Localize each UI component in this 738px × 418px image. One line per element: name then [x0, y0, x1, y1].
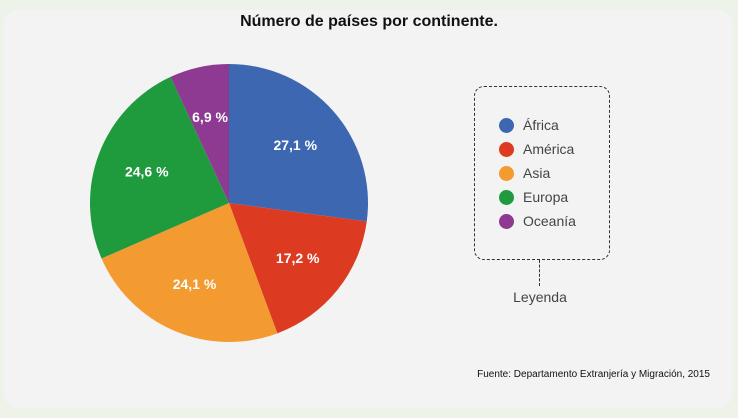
legend-label: África [523, 117, 559, 133]
legend-label: Asia [523, 165, 551, 181]
pie-slice-oceanía [170, 64, 229, 203]
legend-swatch [499, 213, 514, 229]
legend-label: Oceanía [523, 213, 576, 229]
legend-item-europa: Europa [499, 185, 576, 209]
legend-label: Europa [523, 189, 569, 205]
pie-slice-europa [90, 76, 230, 259]
legend-swatch [499, 189, 514, 205]
legend-connector [539, 260, 540, 286]
data-label-áfrica: 27,1 % [273, 137, 317, 153]
legend-label: América [523, 141, 575, 157]
legend-list: África América Asia Europa Oceanía [499, 113, 576, 233]
legend-item-áfrica: África [499, 113, 576, 137]
legend-swatch [499, 117, 514, 133]
legend-item-oceanía: Oceanía [499, 209, 576, 233]
data-label-europa: 24,6 % [125, 164, 169, 180]
chart-title: Número de países por continente. [240, 13, 498, 30]
source-note: Fuente: Departamento Extranjería y Migra… [477, 369, 710, 380]
legend-item-américa: América [499, 137, 576, 161]
legend: África América Asia Europa Oceanía [474, 86, 610, 260]
legend-swatch [499, 165, 514, 181]
legend-caption: Leyenda [513, 289, 567, 305]
legend-item-asia: Asia [499, 161, 576, 185]
data-label-américa: 17,2 % [276, 250, 320, 266]
legend-swatch [499, 141, 514, 157]
pie-slice-asia [101, 203, 278, 342]
data-label-asia: 24,1 % [173, 276, 217, 292]
pie-slice-áfrica [229, 64, 368, 222]
data-label-oceanía: 6,9 % [192, 109, 228, 125]
pie-slice-américa [229, 203, 367, 334]
